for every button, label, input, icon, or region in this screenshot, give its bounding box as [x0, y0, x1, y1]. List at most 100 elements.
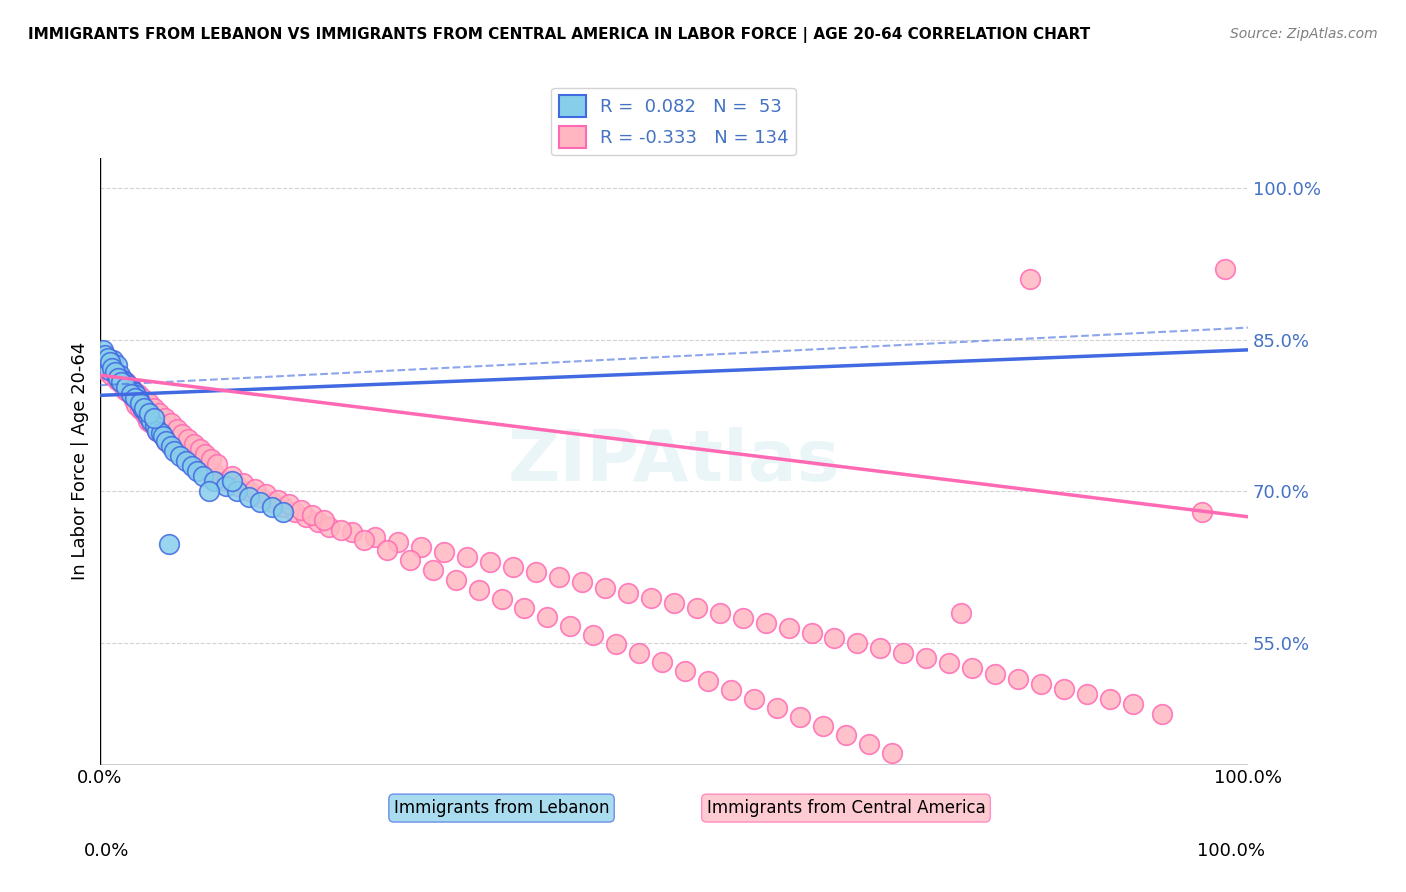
Point	[215, 479, 238, 493]
Point	[1053, 681, 1076, 696]
Point	[197, 464, 219, 478]
Text: Immigrants from Lebanon: Immigrants from Lebanon	[394, 799, 609, 817]
Point	[97, 351, 120, 365]
Point	[204, 475, 226, 489]
Point	[180, 459, 202, 474]
Point	[103, 353, 125, 368]
Point	[215, 475, 238, 489]
Point	[467, 582, 489, 597]
Point	[180, 449, 202, 463]
Point	[160, 439, 183, 453]
Point	[582, 628, 605, 642]
Point	[153, 410, 176, 425]
Point	[800, 626, 823, 640]
Point	[593, 581, 616, 595]
Point	[938, 657, 960, 671]
Point	[295, 509, 318, 524]
Point	[110, 376, 132, 390]
Point	[766, 701, 789, 715]
Point	[835, 728, 858, 742]
Point	[121, 384, 143, 398]
Point	[628, 646, 651, 660]
Point	[155, 434, 177, 448]
Point	[491, 591, 513, 606]
Point	[342, 524, 364, 539]
Point	[266, 492, 288, 507]
Point	[789, 710, 811, 724]
Point	[697, 673, 720, 688]
Point	[132, 403, 155, 417]
Point	[846, 636, 869, 650]
Point	[136, 409, 159, 423]
Point	[411, 540, 433, 554]
Point	[121, 388, 143, 402]
Point	[97, 361, 120, 376]
Point	[134, 401, 156, 415]
Point	[152, 429, 174, 443]
Point	[778, 621, 800, 635]
Point	[260, 500, 283, 514]
Point	[111, 373, 134, 387]
Point	[166, 422, 188, 436]
Point	[673, 665, 696, 679]
Point	[160, 416, 183, 430]
Point	[1007, 672, 1029, 686]
Point	[149, 425, 172, 440]
Point	[444, 574, 467, 588]
Point	[197, 484, 219, 499]
Point	[157, 436, 180, 450]
Point	[742, 691, 765, 706]
Point	[191, 469, 214, 483]
Point	[107, 371, 129, 385]
Point	[101, 361, 124, 376]
Point	[1213, 262, 1236, 277]
Point	[811, 719, 834, 733]
Point	[502, 560, 524, 574]
Point	[120, 387, 142, 401]
Point	[731, 611, 754, 625]
Point	[260, 494, 283, 508]
Point	[143, 418, 166, 433]
Point	[172, 426, 194, 441]
Point	[152, 429, 174, 443]
Point	[141, 416, 163, 430]
Point	[186, 454, 208, 468]
Point	[98, 355, 121, 369]
Point	[290, 502, 312, 516]
Point	[560, 619, 582, 633]
Point	[191, 459, 214, 474]
Point	[174, 446, 197, 460]
Point	[307, 515, 329, 529]
Point	[662, 596, 685, 610]
Point	[136, 414, 159, 428]
Point	[536, 610, 558, 624]
Point	[651, 656, 673, 670]
Point	[284, 505, 307, 519]
Point	[120, 380, 142, 394]
Point	[128, 393, 150, 408]
Text: Source: ZipAtlas.com: Source: ZipAtlas.com	[1230, 27, 1378, 41]
Point	[108, 371, 131, 385]
Point	[456, 550, 478, 565]
Point	[273, 500, 295, 514]
Point	[97, 363, 120, 377]
Point	[142, 410, 165, 425]
Point	[135, 403, 157, 417]
Point	[513, 600, 536, 615]
Point	[422, 563, 444, 577]
Point	[128, 401, 150, 416]
Point	[915, 651, 938, 665]
Point	[138, 406, 160, 420]
Point	[142, 401, 165, 415]
Point	[232, 476, 254, 491]
Point	[177, 432, 200, 446]
Point	[157, 537, 180, 551]
Point	[205, 457, 228, 471]
Point	[163, 439, 186, 453]
Point	[824, 631, 846, 645]
Point	[858, 737, 880, 751]
Point	[962, 661, 984, 675]
Point	[1076, 687, 1098, 701]
Point	[155, 434, 177, 448]
Point	[110, 376, 132, 390]
